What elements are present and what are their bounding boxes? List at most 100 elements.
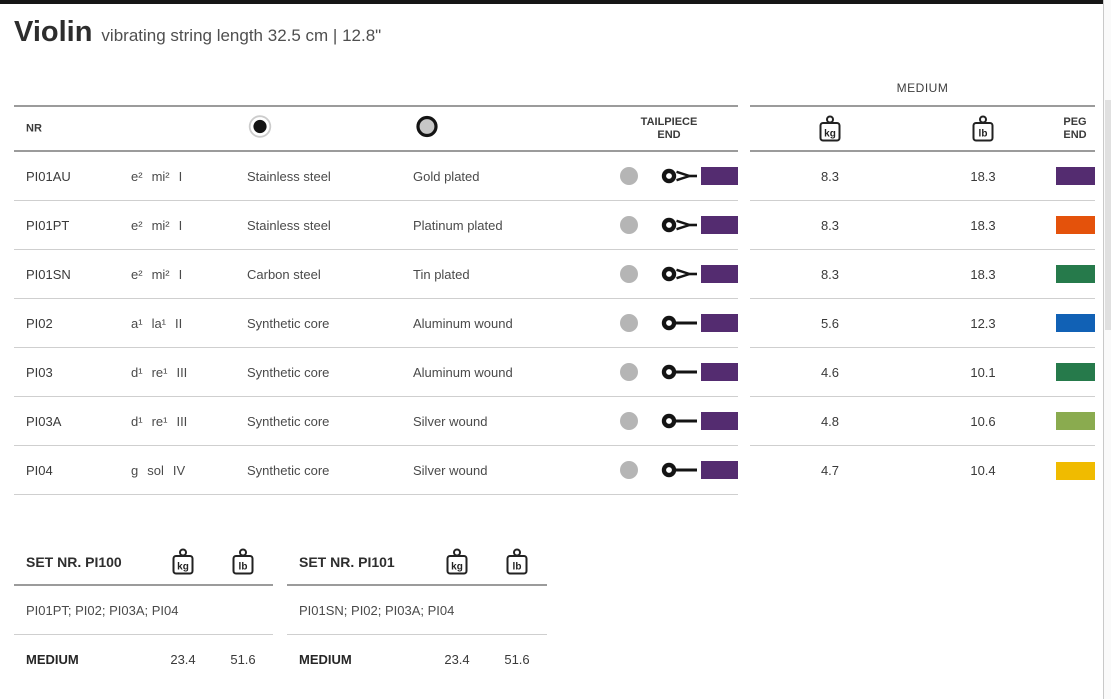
- tension-lb: 10.1: [970, 364, 996, 380]
- kg-weight-icon: kg: [153, 548, 213, 576]
- envelope-dot-cell: [599, 265, 659, 283]
- string-notes: g sol IV: [131, 463, 247, 478]
- note-pitch: a¹: [131, 315, 143, 331]
- ball-knot-end-icon: [661, 315, 697, 331]
- svg-text:lb: lb: [239, 562, 248, 573]
- tension-kg: 4.6: [820, 364, 840, 380]
- string-end-cell: [659, 166, 701, 186]
- note-solfege: re¹: [151, 413, 168, 429]
- set-kg-value: 23.4: [170, 651, 196, 667]
- tailpiece-swatch-cell: [701, 461, 738, 479]
- svg-text:kg: kg: [177, 562, 189, 573]
- tension-lb: 10.6: [970, 413, 996, 429]
- string-position: III: [176, 413, 188, 429]
- gray-dot-icon: [620, 363, 638, 381]
- envelope-dot-cell: [599, 167, 659, 185]
- string-material: Synthetic core: [247, 413, 330, 429]
- tailpiece-color-swatch: [701, 167, 738, 185]
- set-components: PI01PT; PI02; PI03A; PI04: [14, 586, 273, 635]
- envelope-dot-cell: [599, 412, 659, 430]
- envelope-dot-cell: [599, 461, 659, 479]
- gray-dot-icon: [620, 265, 638, 283]
- svg-text:lb: lb: [979, 128, 988, 139]
- tailpiece-color-swatch: [701, 363, 738, 381]
- ball-knot-end-icon: [661, 364, 697, 380]
- tension-row: 5.6 12.3: [750, 299, 1095, 348]
- string-end-cell: [659, 313, 701, 333]
- tension-row: 4.7 10.4: [750, 446, 1095, 495]
- peg-color-swatch: [1056, 314, 1095, 332]
- note-pitch: d¹: [131, 413, 143, 429]
- string-notes: a¹ la¹ II: [131, 316, 247, 331]
- peg-swatch-cell: [1056, 167, 1095, 185]
- set-block: SET NR. PI100 kg lb PI01PT; PI02; PI03A;…: [14, 540, 273, 683]
- ball-loop-end-icon: [661, 168, 697, 184]
- tailpiece-end-header: TAILPIECE END: [640, 115, 698, 141]
- note-pitch: e²: [131, 168, 143, 184]
- string-finish: Silver wound: [413, 413, 488, 429]
- note-pitch: e²: [131, 217, 143, 233]
- set-lb-value: 51.6: [504, 651, 530, 667]
- tension-lb: 12.3: [970, 315, 996, 331]
- string-notes: d¹ re¹ III: [131, 365, 247, 380]
- envelope-dot-cell: [599, 216, 659, 234]
- string-finish: Platinum plated: [413, 217, 503, 233]
- tension-lb: 18.3: [970, 266, 996, 282]
- tension-row: 8.3 18.3: [750, 152, 1095, 201]
- ball-knot-end-icon: [661, 413, 697, 429]
- string-finish: Aluminum wound: [413, 364, 513, 380]
- set-block: SET NR. PI101 kg lb PI01SN; PI02; PI03A;…: [287, 540, 547, 683]
- string-nr: PI01PT: [26, 217, 70, 233]
- tailpiece-swatch-cell: [701, 216, 738, 234]
- string-material: Synthetic core: [247, 462, 330, 478]
- peg-color-swatch: [1056, 412, 1095, 430]
- table-row: PI01PT e² mi² I Stainless steel Platinum p…: [14, 201, 738, 250]
- string-end-cell: [659, 215, 701, 235]
- ball-loop-end-icon: [661, 217, 697, 233]
- gray-dot-icon: [620, 314, 638, 332]
- string-position: I: [178, 168, 183, 184]
- string-material: Synthetic core: [247, 315, 330, 331]
- envelope-dot-cell: [599, 314, 659, 332]
- string-finish: Silver wound: [413, 462, 488, 478]
- set-title: SET NR. PI101: [299, 554, 395, 570]
- peg-color-swatch: [1056, 216, 1095, 234]
- tension-row: 4.8 10.6: [750, 397, 1095, 446]
- string-position: III: [176, 364, 188, 380]
- tailpiece-swatch-cell: [701, 265, 738, 283]
- string-material: Stainless steel: [247, 217, 331, 233]
- string-finish: Tin plated: [413, 266, 470, 282]
- page-subtitle: vibrating string length 32.5 cm | 12.8": [101, 26, 382, 45]
- svg-text:kg: kg: [824, 128, 836, 139]
- table-row: PI04 g sol IV Synthetic core Silver wound: [14, 446, 738, 495]
- string-notes: d¹ re¹ III: [131, 414, 247, 429]
- tension-row: 8.3 18.3: [750, 201, 1095, 250]
- set-gauge-label: MEDIUM: [26, 651, 79, 667]
- table-row: PI02 a¹ la¹ II Synthetic core Aluminum wou…: [14, 299, 738, 348]
- tension-table: kg lb PEG END 8.3 18.3 8.3 18.3 8.3 18.3: [750, 105, 1095, 495]
- peg-swatch-cell: [1056, 314, 1095, 332]
- page-header: Violin vibrating string length 32.5 cm | …: [14, 16, 381, 49]
- peg-color-swatch: [1056, 363, 1095, 381]
- peg-swatch-cell: [1056, 265, 1095, 283]
- string-end-cell: [659, 460, 701, 480]
- note-pitch: e²: [131, 266, 143, 282]
- scrollbar-thumb[interactable]: [1105, 100, 1111, 330]
- set-values-row: MEDIUM 23.4 51.6: [287, 635, 547, 683]
- scrollbar-track[interactable]: [1103, 0, 1111, 699]
- note-solfege: mi²: [151, 266, 170, 282]
- peg-color-swatch: [1056, 167, 1095, 185]
- table-row: PI03A d¹ re¹ III Synthetic core Silver wou…: [14, 397, 738, 446]
- string-nr: PI01SN: [26, 266, 71, 282]
- string-nr: PI03: [26, 364, 53, 380]
- note-solfege: mi²: [151, 168, 170, 184]
- tailpiece-color-swatch: [701, 216, 738, 234]
- tension-header-row: kg lb PEG END: [750, 105, 1095, 152]
- string-end-cell: [659, 362, 701, 382]
- tension-kg: 8.3: [820, 217, 840, 233]
- set-values-row: MEDIUM 23.4 51.6: [14, 635, 273, 683]
- string-end-cell: [659, 411, 701, 431]
- lb-weight-icon: lb: [213, 548, 273, 576]
- string-nr: PI02: [26, 315, 53, 331]
- string-material: Carbon steel: [247, 266, 321, 282]
